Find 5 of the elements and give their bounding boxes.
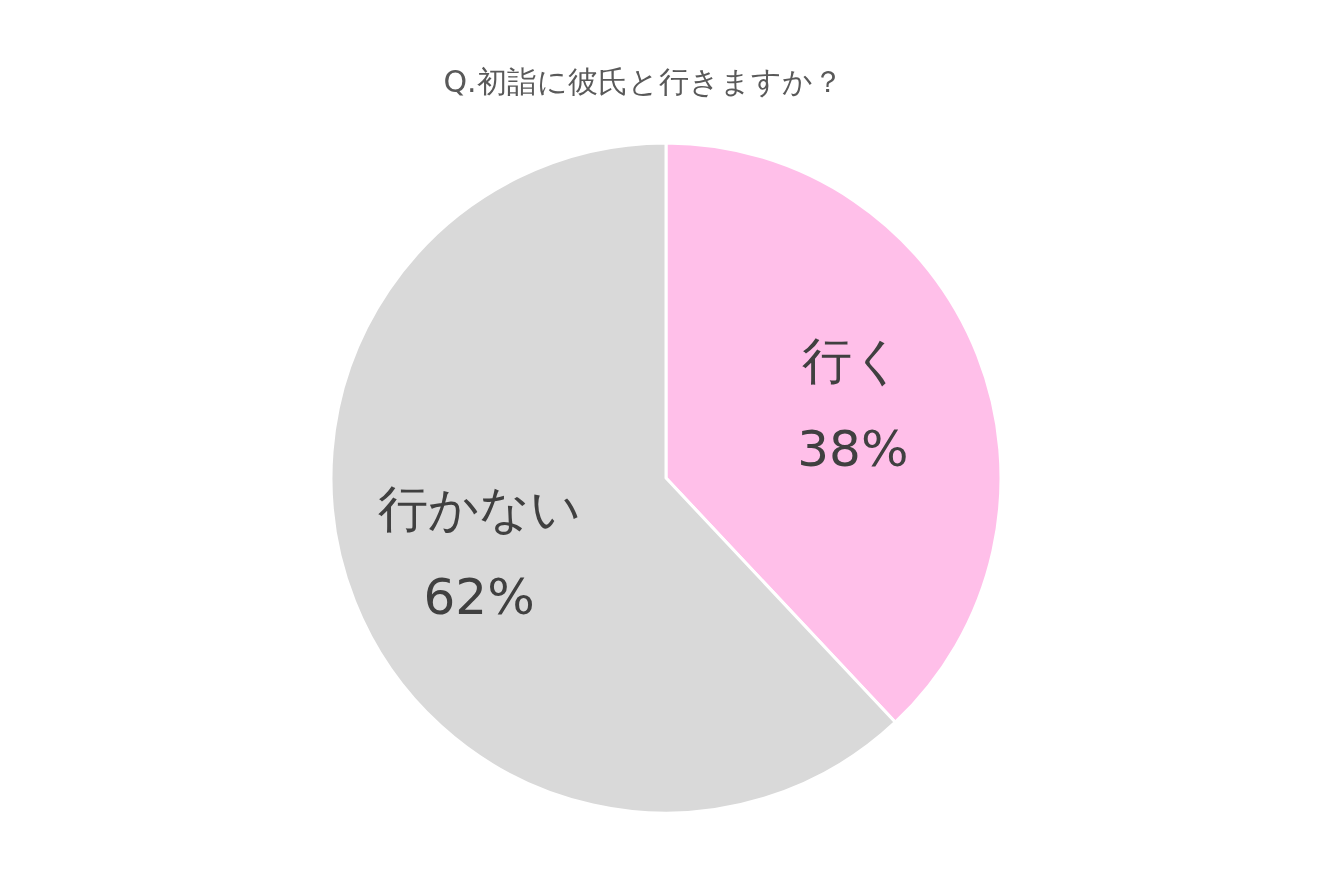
data-label: 62% — [423, 567, 535, 626]
chart-title: Q.初詣に彼氏と行きますか？ — [443, 64, 843, 99]
data-label: 38% — [797, 420, 909, 479]
slice-label: 行かない — [377, 479, 581, 538]
slice-label: 行く — [802, 332, 904, 391]
